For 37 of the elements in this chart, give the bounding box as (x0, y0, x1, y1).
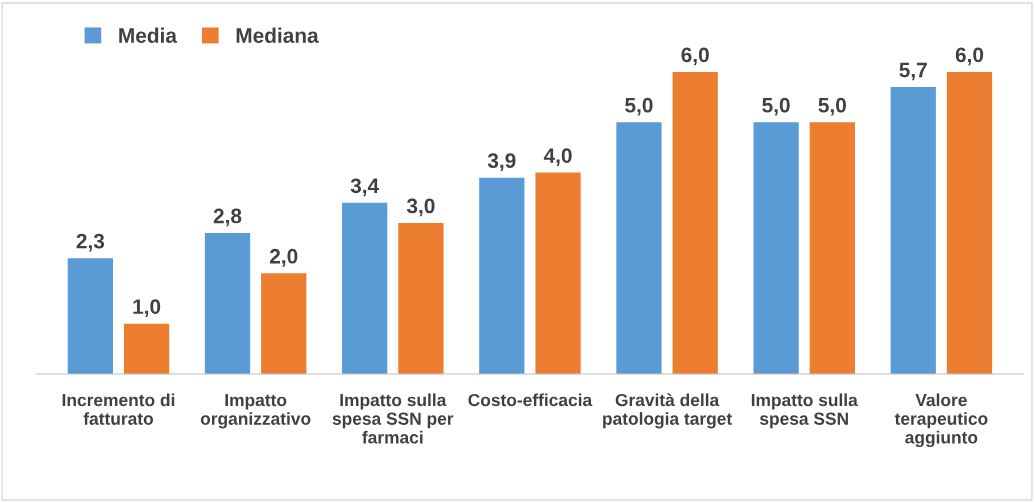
x-tick-label: Impatto organizzativo (200, 394, 311, 429)
x-tick-label: Gravità della patologia target (603, 393, 732, 429)
bar (204, 233, 251, 374)
bar (946, 71, 993, 374)
data-label: 2,0 (269, 248, 298, 267)
x-tick-label: Costo-efficacia (468, 393, 593, 407)
bar (479, 177, 525, 374)
data-label: 6,0 (681, 47, 709, 66)
bar (809, 122, 855, 374)
data-label: 3,0 (406, 198, 435, 217)
bar (398, 222, 444, 374)
bar (672, 71, 718, 374)
legend-label: Media (119, 27, 178, 43)
data-label: 5,0 (762, 97, 790, 116)
x-tick-label: Valore terapeutico aggiunto (894, 393, 988, 448)
data-label: 5,0 (818, 97, 846, 116)
data-label: 4,0 (543, 148, 572, 166)
bar (342, 202, 388, 374)
data-label: 2,8 (213, 208, 242, 227)
x-tick-label: Impatto sulla spesa SSN per farmaci (332, 393, 454, 444)
bar (67, 258, 113, 374)
bar (123, 323, 170, 374)
data-label: 2,3 (76, 233, 105, 252)
data-label: 5,0 (625, 97, 653, 116)
bar (890, 87, 936, 374)
x-tick-label: Impatto sulla spesa SSN (751, 393, 858, 429)
bar (616, 122, 662, 374)
bar (261, 273, 307, 374)
data-label: 3,4 (350, 178, 380, 197)
bar (535, 172, 581, 374)
data-label: 6,0 (955, 47, 984, 66)
x-tick-label: Incremento di fatturato (62, 393, 175, 425)
legend-label: Mediana (236, 27, 319, 43)
data-label: 1,0 (133, 299, 161, 317)
data-label: 5,7 (899, 62, 927, 81)
bar (753, 122, 799, 374)
data-label: 3,9 (487, 153, 516, 171)
